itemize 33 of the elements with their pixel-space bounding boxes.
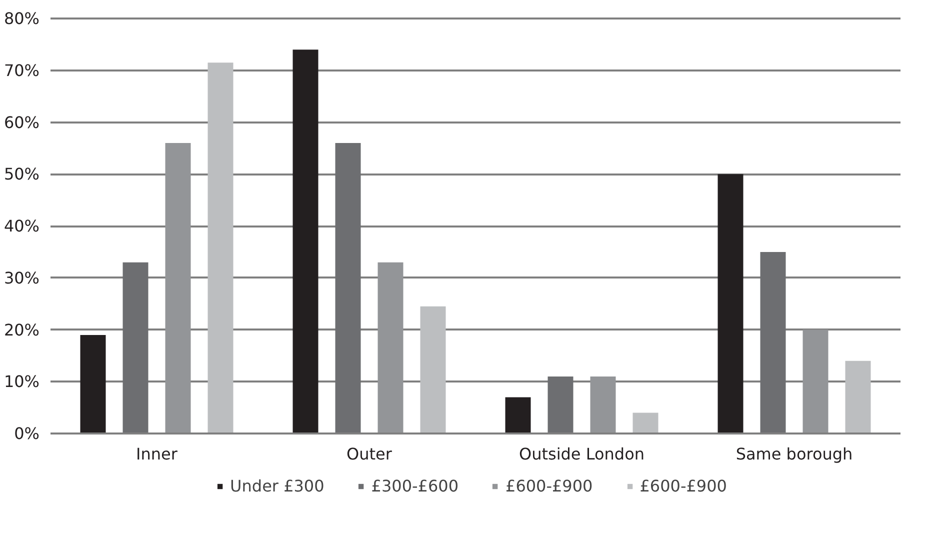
legend-label: £600-£900: [640, 476, 727, 496]
bar: [122, 262, 148, 434]
bar: [378, 262, 404, 434]
y-tick-label: 10%: [4, 372, 40, 392]
bar: [505, 397, 531, 434]
bar: [718, 174, 744, 434]
bar: [632, 412, 658, 434]
x-tick-label: Inner: [136, 444, 178, 464]
x-tick-label: Outer: [346, 444, 392, 464]
bar: [845, 360, 871, 434]
y-tick-label: 20%: [4, 320, 40, 340]
legend-label: £300-£600: [371, 476, 459, 496]
x-tick-label: Same borough: [736, 444, 853, 464]
y-tick-label: 60%: [4, 112, 40, 132]
y-tick-label: 80%: [4, 9, 40, 28]
y-tick-label: 50%: [4, 164, 40, 184]
bar: [165, 143, 191, 434]
bar: [590, 376, 616, 434]
bar: [292, 50, 318, 434]
x-tick-label: Outside London: [518, 444, 645, 464]
legend-label: Under £300: [230, 476, 324, 496]
bar: [335, 143, 361, 434]
y-tick-label: 30%: [4, 268, 40, 288]
y-tick-label: 40%: [4, 216, 40, 236]
bar: [760, 252, 786, 434]
bar: [802, 330, 828, 434]
y-tick-label: 0%: [14, 424, 40, 443]
bar: [80, 334, 106, 434]
bar: [548, 376, 574, 434]
bar: [420, 306, 446, 434]
bar: [208, 62, 234, 434]
y-tick-label: 70%: [4, 60, 40, 80]
legend-label: £600-£900: [506, 476, 593, 496]
